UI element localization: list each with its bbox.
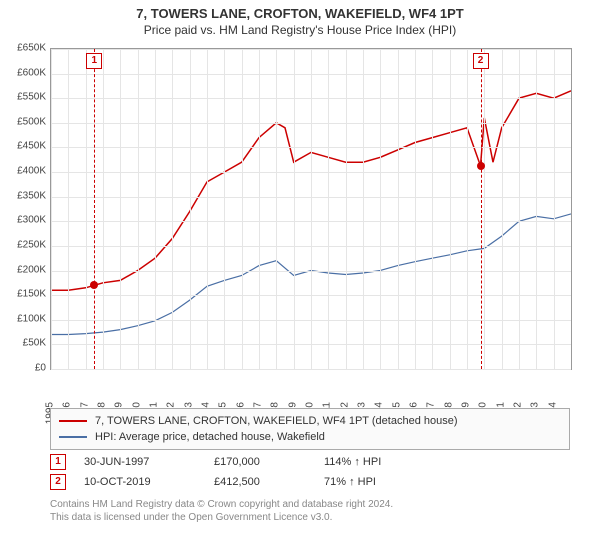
gridline-v bbox=[190, 49, 191, 369]
y-tick-label: £300K bbox=[0, 215, 46, 226]
event-marker-box: 2 bbox=[50, 474, 66, 490]
event-row: 1 30-JUN-1997£170,000114% ↑ HPI bbox=[50, 452, 570, 472]
gridline-v bbox=[450, 49, 451, 369]
footer: Contains HM Land Registry data © Crown c… bbox=[50, 498, 570, 524]
gridline-v bbox=[398, 49, 399, 369]
marker-dot-1 bbox=[90, 281, 98, 289]
gridline-v bbox=[172, 49, 173, 369]
legend-label: HPI: Average price, detached house, Wake… bbox=[95, 431, 325, 443]
gridline-v bbox=[363, 49, 364, 369]
legend: 7, TOWERS LANE, CROFTON, WAKEFIELD, WF4 … bbox=[50, 408, 570, 450]
title-subtitle: Price paid vs. HM Land Registry's House … bbox=[0, 23, 600, 37]
y-tick-label: £500K bbox=[0, 116, 46, 127]
gridline-v bbox=[346, 49, 347, 369]
marker-box-1: 1 bbox=[86, 53, 102, 69]
title-address: 7, TOWERS LANE, CROFTON, WAKEFIELD, WF4 … bbox=[0, 6, 600, 21]
gridline-v bbox=[484, 49, 485, 369]
marker-line-1 bbox=[94, 49, 95, 369]
gridline-v bbox=[294, 49, 295, 369]
event-date: 30-JUN-1997 bbox=[84, 456, 214, 468]
marker-box-2: 2 bbox=[473, 53, 489, 69]
y-tick-label: £50K bbox=[0, 338, 46, 349]
gridline-v bbox=[224, 49, 225, 369]
gridline-v bbox=[207, 49, 208, 369]
gridline-h bbox=[51, 369, 571, 370]
event-marker-box: 1 bbox=[50, 454, 66, 470]
gridline-v bbox=[554, 49, 555, 369]
marker-line-2 bbox=[481, 49, 482, 369]
gridline-v bbox=[68, 49, 69, 369]
event-price: £412,500 bbox=[214, 476, 324, 488]
y-tick-label: £0 bbox=[0, 363, 46, 374]
y-tick-label: £450K bbox=[0, 141, 46, 152]
y-tick-label: £350K bbox=[0, 190, 46, 201]
gridline-v bbox=[138, 49, 139, 369]
y-tick-label: £200K bbox=[0, 264, 46, 275]
plot-area: 12 bbox=[50, 48, 572, 370]
y-tick-label: £250K bbox=[0, 239, 46, 250]
gridline-v bbox=[519, 49, 520, 369]
chart-container: 7, TOWERS LANE, CROFTON, WAKEFIELD, WF4 … bbox=[0, 0, 600, 560]
title-block: 7, TOWERS LANE, CROFTON, WAKEFIELD, WF4 … bbox=[0, 0, 600, 37]
gridline-v bbox=[311, 49, 312, 369]
event-date: 10-OCT-2019 bbox=[84, 476, 214, 488]
y-tick-label: £150K bbox=[0, 289, 46, 300]
gridline-v bbox=[467, 49, 468, 369]
events-table: 1 30-JUN-1997£170,000114% ↑ HPI 2 10-OCT-20… bbox=[50, 452, 570, 492]
legend-label: 7, TOWERS LANE, CROFTON, WAKEFIELD, WF4 … bbox=[95, 415, 458, 427]
gridline-v bbox=[276, 49, 277, 369]
gridline-v bbox=[51, 49, 52, 369]
gridline-v bbox=[536, 49, 537, 369]
y-tick-label: £550K bbox=[0, 92, 46, 103]
gridline-v bbox=[120, 49, 121, 369]
y-tick-label: £400K bbox=[0, 166, 46, 177]
gridline-v bbox=[415, 49, 416, 369]
gridline-v bbox=[259, 49, 260, 369]
y-tick-label: £600K bbox=[0, 67, 46, 78]
event-row: 2 10-OCT-2019£412,50071% ↑ HPI bbox=[50, 472, 570, 492]
legend-swatch bbox=[59, 420, 87, 422]
gridline-v bbox=[432, 49, 433, 369]
gridline-v bbox=[155, 49, 156, 369]
legend-row: HPI: Average price, detached house, Wake… bbox=[59, 429, 561, 445]
legend-row: 7, TOWERS LANE, CROFTON, WAKEFIELD, WF4 … bbox=[59, 413, 561, 429]
gridline-v bbox=[380, 49, 381, 369]
gridline-v bbox=[103, 49, 104, 369]
gridline-v bbox=[328, 49, 329, 369]
footer-line2: This data is licensed under the Open Gov… bbox=[50, 511, 570, 524]
legend-swatch bbox=[59, 436, 87, 438]
y-tick-label: £650K bbox=[0, 43, 46, 54]
gridline-v bbox=[86, 49, 87, 369]
gridline-v bbox=[242, 49, 243, 369]
event-price: £170,000 bbox=[214, 456, 324, 468]
event-pct: 71% ↑ HPI bbox=[324, 476, 464, 488]
gridline-v bbox=[502, 49, 503, 369]
event-pct: 114% ↑ HPI bbox=[324, 456, 464, 468]
y-tick-label: £100K bbox=[0, 313, 46, 324]
marker-dot-2 bbox=[477, 162, 485, 170]
footer-line1: Contains HM Land Registry data © Crown c… bbox=[50, 498, 570, 511]
